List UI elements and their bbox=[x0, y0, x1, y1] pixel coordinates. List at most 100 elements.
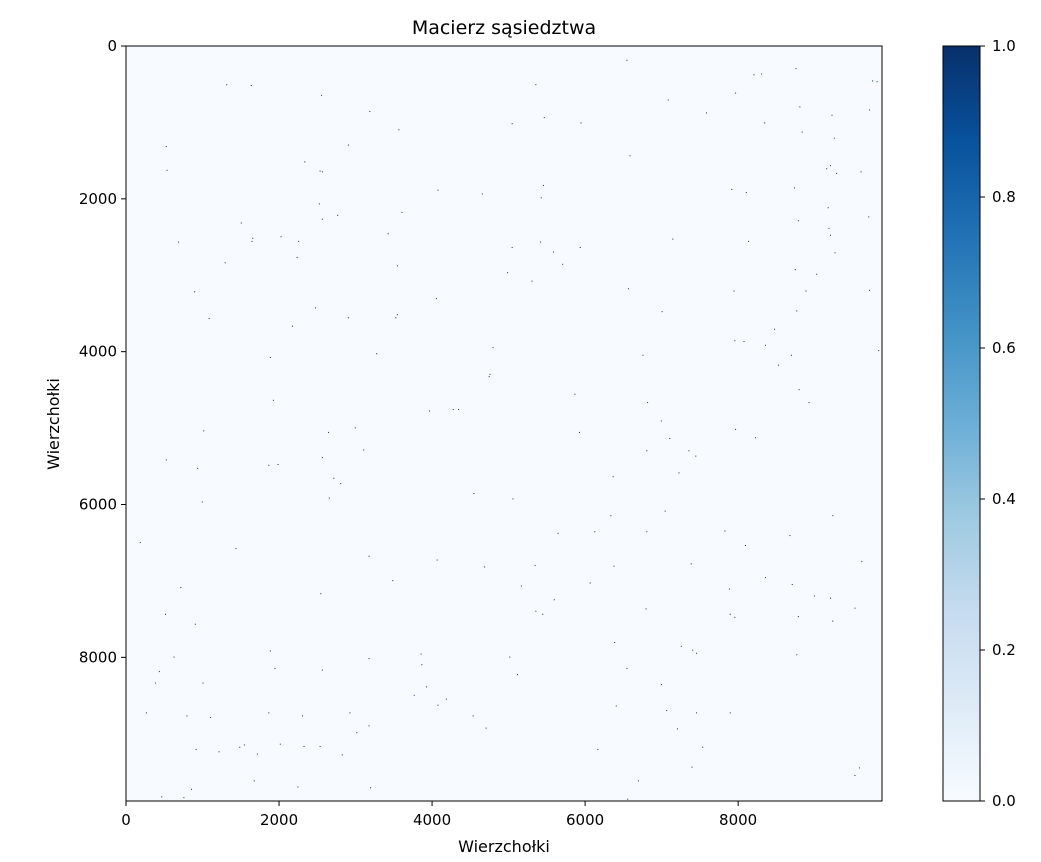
heatmap-cell bbox=[761, 73, 763, 75]
heatmap-cell bbox=[645, 608, 647, 610]
heatmap-cell bbox=[301, 715, 303, 717]
heatmap-cell bbox=[828, 227, 830, 229]
heatmap-cell bbox=[794, 269, 796, 271]
heatmap-cell bbox=[458, 408, 460, 410]
heatmap-cell bbox=[790, 354, 792, 356]
heatmap-cell bbox=[509, 656, 511, 658]
chart-title: Macierz sąsiedztwa bbox=[412, 17, 596, 39]
heatmap-cell bbox=[808, 402, 810, 404]
heatmap-cell bbox=[349, 712, 351, 714]
heatmap-cell bbox=[437, 704, 439, 706]
heatmap-cell bbox=[672, 238, 674, 240]
heatmap-cell bbox=[239, 746, 241, 748]
heatmap-cell bbox=[165, 459, 167, 461]
colorbar-tick-label: 0.0 bbox=[992, 792, 1016, 810]
heatmap-cell bbox=[795, 68, 797, 70]
heatmap-cell bbox=[878, 350, 880, 352]
heatmap-cell bbox=[535, 610, 537, 612]
heatmap-cell bbox=[304, 161, 306, 163]
heatmap-cell bbox=[669, 438, 671, 440]
heatmap-cell bbox=[485, 727, 487, 729]
heatmap-cell bbox=[280, 236, 282, 238]
heatmap-cell bbox=[813, 595, 815, 597]
colorbar-tick-label: 1.0 bbox=[992, 37, 1016, 55]
heatmap-cell bbox=[165, 613, 167, 615]
heatmap-cell bbox=[731, 188, 733, 190]
heatmap-cell bbox=[580, 122, 582, 124]
heatmap-cell bbox=[395, 317, 397, 319]
heatmap-cell bbox=[729, 613, 731, 615]
heatmap-cell bbox=[854, 775, 856, 777]
heatmap-cell bbox=[396, 265, 398, 267]
heatmap-cell bbox=[429, 410, 431, 412]
heatmap-cell bbox=[796, 654, 798, 656]
heatmap-cell bbox=[826, 168, 828, 170]
heatmap-cell bbox=[729, 712, 731, 714]
heatmap-cell bbox=[833, 137, 835, 139]
heatmap-cell bbox=[328, 431, 330, 433]
heatmap-cell bbox=[368, 725, 370, 727]
heatmap-cell bbox=[445, 698, 447, 700]
y-tick-label: 2000 bbox=[79, 190, 117, 208]
heatmap-cell bbox=[706, 112, 708, 114]
heatmap-background bbox=[126, 46, 882, 801]
heatmap-cell bbox=[413, 694, 415, 696]
heatmap-cell bbox=[224, 262, 226, 264]
heatmap-cell bbox=[543, 185, 545, 187]
heatmap-cell bbox=[661, 311, 663, 313]
heatmap-cell bbox=[321, 218, 323, 220]
heatmap-cell bbox=[251, 240, 253, 242]
colorbar-frame bbox=[942, 45, 981, 802]
heatmap-cell bbox=[579, 246, 581, 248]
colorbar-ticks: 0.0 0.2 0.4 0.6 0.8 1.0 bbox=[980, 37, 1016, 810]
heatmap-cell bbox=[203, 430, 205, 432]
heatmap-cell bbox=[253, 780, 255, 782]
heatmap-cell bbox=[543, 117, 545, 119]
heatmap-cell bbox=[646, 531, 648, 533]
heatmap-cell bbox=[183, 797, 185, 799]
heatmap-cell bbox=[884, 101, 885, 102]
heatmap-cell bbox=[534, 564, 536, 566]
heatmap-cell bbox=[173, 656, 175, 658]
heatmap-cell bbox=[796, 310, 798, 312]
heatmap-cell bbox=[660, 684, 662, 686]
heatmap-cell bbox=[145, 712, 147, 714]
heatmap-cell bbox=[691, 766, 693, 768]
heatmap-cell bbox=[735, 428, 737, 430]
heatmap-cell bbox=[368, 658, 370, 660]
heatmap-cell bbox=[690, 563, 692, 565]
heatmap-cell bbox=[208, 318, 210, 320]
heatmap-cell bbox=[614, 642, 616, 644]
heatmap-cell bbox=[370, 787, 372, 789]
x-tick-label: 0 bbox=[121, 811, 131, 829]
colorbar-tick-label: 0.2 bbox=[992, 641, 1016, 659]
heatmap-cell bbox=[777, 364, 779, 366]
heatmap-cell bbox=[743, 340, 745, 342]
colorbar-gradient bbox=[943, 46, 980, 801]
heatmap-cell bbox=[557, 532, 559, 534]
heatmap-cell bbox=[540, 197, 542, 199]
heatmap-cell bbox=[735, 92, 737, 94]
heatmap-cell bbox=[328, 497, 330, 499]
heatmap-cell bbox=[615, 705, 617, 707]
heatmap-cell bbox=[435, 298, 437, 300]
heatmap-cell bbox=[341, 754, 343, 756]
heatmap-cell bbox=[745, 191, 747, 193]
heatmap-cell bbox=[197, 467, 199, 469]
heatmap-cell bbox=[642, 354, 644, 356]
heatmap-cell bbox=[180, 587, 182, 589]
heatmap-cell bbox=[613, 565, 615, 567]
heatmap-cell bbox=[274, 668, 276, 670]
heatmap-cell bbox=[646, 450, 648, 452]
heatmap-cell bbox=[297, 786, 299, 788]
heatmap-cell bbox=[511, 123, 513, 125]
heatmap-cell bbox=[277, 464, 279, 465]
heatmap-cell bbox=[836, 172, 838, 174]
heatmap-cell bbox=[748, 240, 750, 242]
heatmap-cell bbox=[269, 357, 271, 359]
heatmap-cell bbox=[531, 280, 533, 282]
heatmap-cell bbox=[695, 455, 697, 457]
heatmap-cell bbox=[269, 650, 271, 652]
heatmap-cell bbox=[296, 256, 298, 258]
heatmap-cell bbox=[816, 273, 818, 275]
